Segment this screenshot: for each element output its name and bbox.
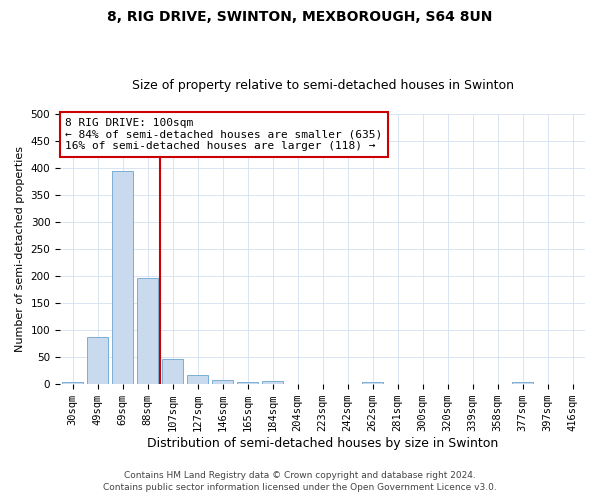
Bar — [112, 170, 133, 384]
Text: Contains HM Land Registry data © Crown copyright and database right 2024.
Contai: Contains HM Land Registry data © Crown c… — [103, 471, 497, 492]
X-axis label: Distribution of semi-detached houses by size in Swinton: Distribution of semi-detached houses by … — [147, 437, 498, 450]
Title: Size of property relative to semi-detached houses in Swinton: Size of property relative to semi-detach… — [131, 79, 514, 92]
Bar — [237, 382, 258, 384]
Text: 8, RIG DRIVE, SWINTON, MEXBOROUGH, S64 8UN: 8, RIG DRIVE, SWINTON, MEXBOROUGH, S64 8… — [107, 10, 493, 24]
Bar — [87, 336, 108, 384]
Text: 8 RIG DRIVE: 100sqm
← 84% of semi-detached houses are smaller (635)
16% of semi-: 8 RIG DRIVE: 100sqm ← 84% of semi-detach… — [65, 118, 383, 152]
Bar — [212, 380, 233, 384]
Bar — [362, 382, 383, 384]
Bar — [137, 278, 158, 384]
Bar — [512, 382, 533, 384]
Bar — [162, 359, 183, 384]
Bar — [262, 381, 283, 384]
Y-axis label: Number of semi-detached properties: Number of semi-detached properties — [15, 146, 25, 352]
Bar — [187, 375, 208, 384]
Bar — [62, 382, 83, 384]
